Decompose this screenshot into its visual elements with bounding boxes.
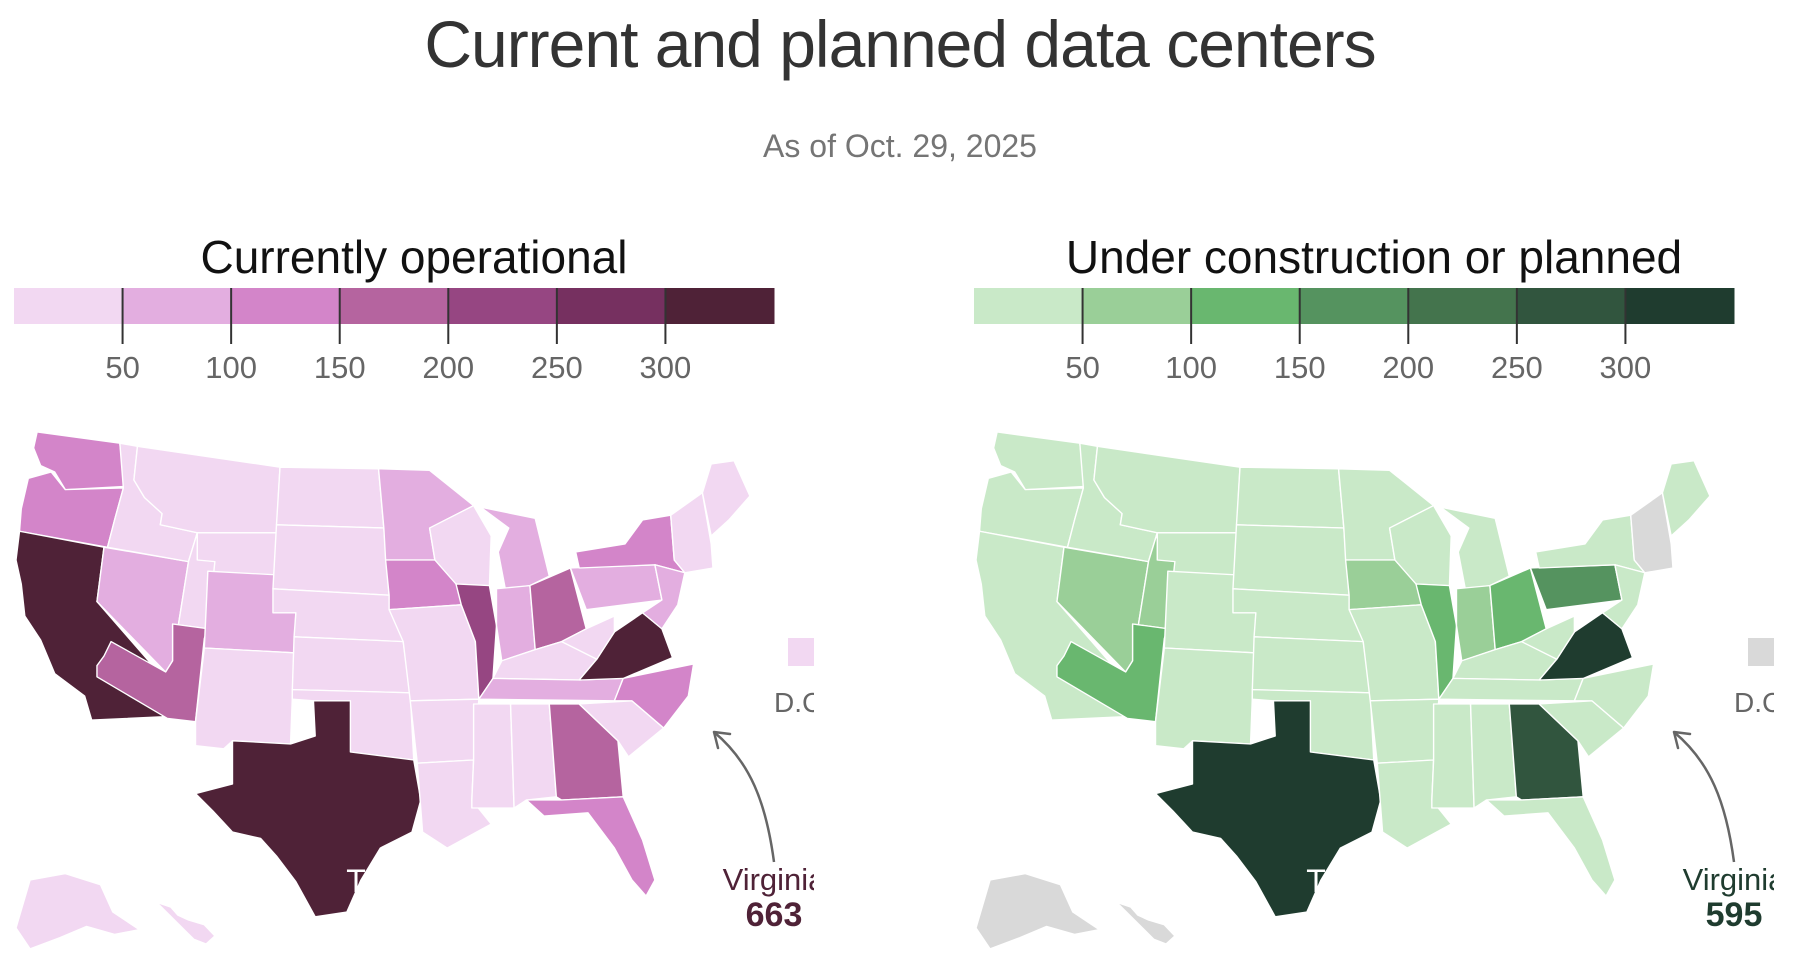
legend-tick-label: 100 <box>205 350 257 385</box>
state-ms <box>471 703 515 809</box>
legend-swatch <box>122 288 232 324</box>
legend-tick-label: 300 <box>1600 350 1652 385</box>
state-ms <box>1431 703 1475 809</box>
state-nm <box>194 647 295 750</box>
virginia-arrow <box>1673 731 1736 863</box>
operational-map-title: Currently operational <box>200 231 628 283</box>
dc-label: D.C. <box>774 687 814 718</box>
virginia-label: Virginia <box>723 862 814 897</box>
legend-tick-label: 150 <box>314 350 366 385</box>
state-me <box>1661 460 1711 537</box>
state-ar <box>409 698 480 764</box>
legend-tick-label: 300 <box>640 350 692 385</box>
legend-tick-label: 250 <box>1491 350 1543 385</box>
texas-label: Texas <box>346 863 430 899</box>
legend-swatch <box>556 288 666 324</box>
virginia-arrowhead <box>712 730 732 750</box>
page-title: Current and planned data centers <box>424 7 1376 81</box>
operational-panel: Currently operational 50 100 150 200 250 300 … <box>14 230 814 966</box>
state-tx <box>194 700 422 918</box>
legend-tick-label: 250 <box>531 350 583 385</box>
state-wv <box>1520 615 1576 660</box>
legend-swatch <box>339 288 449 324</box>
legend-tick-label: 100 <box>1165 350 1217 385</box>
state-nm <box>1154 647 1255 750</box>
state-hi <box>156 901 216 945</box>
legend-tick-label: 50 <box>1065 350 1099 385</box>
state-ak <box>975 872 1100 950</box>
legend-tick-label: 200 <box>1382 350 1434 385</box>
virginia-arrowhead <box>1672 730 1692 750</box>
legend-tick-label: 200 <box>422 350 474 385</box>
state-al <box>509 703 558 809</box>
virginia-value: 663 <box>746 896 803 934</box>
page-subtitle: As of Oct. 29, 2025 <box>763 128 1037 164</box>
state-nd <box>1235 466 1345 529</box>
state-pa <box>569 564 663 611</box>
legend-swatch <box>1516 288 1626 324</box>
state-pa <box>1529 564 1623 611</box>
legend-tick-label: 150 <box>1274 350 1326 385</box>
texas-value: 442 <box>1318 895 1378 936</box>
texas-label: Texas <box>1306 863 1390 899</box>
state-sd <box>1232 524 1350 596</box>
dc-swatch <box>1748 638 1774 666</box>
state-fl <box>1485 796 1616 897</box>
legend-swatch <box>1408 288 1518 324</box>
legend-swatch <box>1299 288 1409 324</box>
texas-value: 405 <box>358 895 418 936</box>
state-ks <box>1251 636 1371 694</box>
state-al <box>1469 703 1518 809</box>
state-hi <box>1116 901 1176 945</box>
legend-swatch <box>1191 288 1301 324</box>
legend-swatch <box>1625 288 1735 324</box>
legend-swatch <box>974 288 1084 324</box>
planned-map-title: Under construction or planned <box>1065 231 1683 283</box>
state-in <box>495 584 536 662</box>
state-nd <box>275 466 385 529</box>
planned-panel: Under construction or planned 50 100 150 20… <box>974 230 1774 966</box>
state-ny <box>574 514 686 574</box>
virginia-label: Virginia <box>1683 862 1774 897</box>
state-ak <box>15 872 140 950</box>
state-sd <box>272 524 390 596</box>
legend-swatch <box>231 288 341 324</box>
legend-swatch <box>14 288 124 324</box>
dc-swatch <box>788 638 814 666</box>
state-me <box>701 460 751 537</box>
legend-swatch <box>1082 288 1192 324</box>
state-fl <box>525 796 656 897</box>
operational-legend: 50 100 150 200 250 300 <box>14 288 775 385</box>
virginia-value: 595 <box>1706 896 1763 934</box>
legend-swatch <box>665 288 775 324</box>
state-wv <box>560 615 616 660</box>
legend-swatch <box>448 288 558 324</box>
state-tn <box>478 677 624 702</box>
state-ar <box>1369 698 1440 764</box>
state-tx <box>1154 700 1382 918</box>
state-ks <box>291 636 411 694</box>
state-in <box>1455 584 1496 662</box>
dc-label: D.C. <box>1734 687 1774 718</box>
state-tn <box>1438 677 1584 702</box>
legend-tick-label: 50 <box>105 350 139 385</box>
planned-legend: 50 100 150 200 250 300 <box>974 288 1735 385</box>
state-ny <box>1534 514 1646 574</box>
virginia-arrow <box>713 731 776 863</box>
